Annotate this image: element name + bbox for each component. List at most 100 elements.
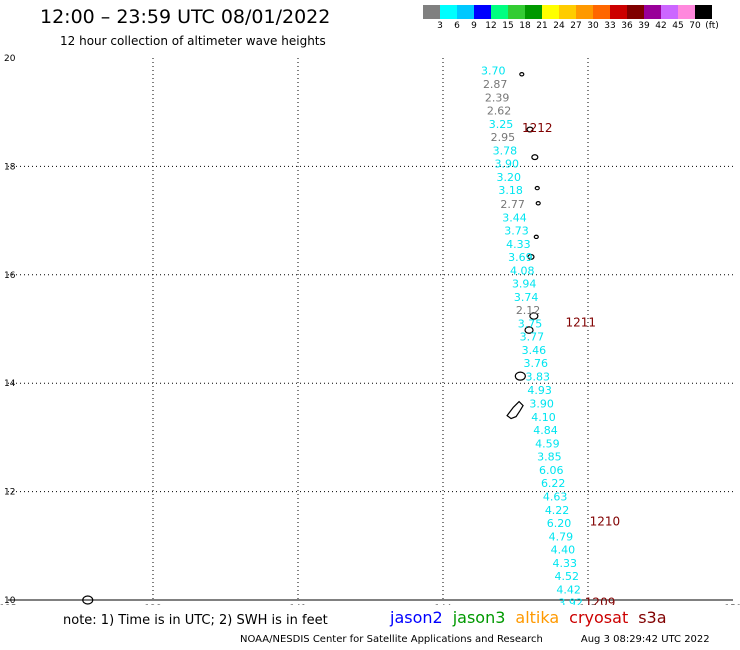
island-outline xyxy=(533,234,539,240)
color-scale-label: 15 xyxy=(502,21,514,31)
island-outline xyxy=(529,312,539,320)
x-tick-label: 144 xyxy=(434,604,451,605)
color-scale-swatch xyxy=(661,5,678,19)
wave-height-value: 3.20 xyxy=(496,171,521,184)
color-scale-swatch xyxy=(610,5,627,19)
wave-height-value: 4.52 xyxy=(554,570,579,583)
color-scale-swatch xyxy=(644,5,661,19)
wave-height-value: 4.10 xyxy=(531,411,556,424)
color-scale-swatch xyxy=(423,5,440,19)
color-scale-label: 3 xyxy=(437,21,443,31)
wave-height-value: 4.42 xyxy=(556,584,581,597)
footer-credit: NOAA/NESDIS Center for Satellite Applica… xyxy=(240,634,543,645)
wave-height-value: 4.33 xyxy=(506,238,531,251)
color-scale-label: 6 xyxy=(454,21,460,31)
color-scale-swatch xyxy=(508,5,525,19)
color-scale-label: 9 xyxy=(471,21,477,31)
wave-height-value: 2.95 xyxy=(491,131,516,144)
color-scale-swatch xyxy=(457,5,474,19)
island-outline xyxy=(527,253,535,260)
y-tick-label: 12 xyxy=(4,488,15,498)
color-scale-label: 30 xyxy=(587,21,599,31)
satellite-legend-item: altika xyxy=(515,608,560,627)
satellite-legend-item: jason2 xyxy=(390,608,443,627)
island-outline xyxy=(519,72,525,77)
footer-timestamp: Aug 3 08:29:42 UTC 2022 xyxy=(580,634,710,645)
y-tick-label: 20 xyxy=(4,54,16,64)
color-scale-label: 42 xyxy=(655,21,667,31)
wave-height-value: 3.46 xyxy=(522,344,547,357)
x-tick-label: 135 xyxy=(0,604,17,605)
wave-height-value: 2.39 xyxy=(485,92,510,105)
island-outline xyxy=(534,185,540,191)
wave-height-value: 4.59 xyxy=(535,437,560,450)
satellite-legend-item: jason3 xyxy=(452,608,506,627)
island-outline xyxy=(514,371,526,381)
satellite-legend: jason2 jason3 altika cryosat s3a xyxy=(390,608,677,627)
wave-height-value: 3.85 xyxy=(537,450,562,463)
time-label: 1210 xyxy=(590,514,621,528)
satellite-legend-item: s3a xyxy=(638,608,667,627)
color-scale-swatch xyxy=(440,5,457,19)
units-note: note: 1) Time is in UTC; 2) SWH is in fe… xyxy=(63,613,328,628)
color-scale-swatch xyxy=(559,5,576,19)
wave-height-value: 2.12 xyxy=(516,304,541,317)
wave-height-map: 135138141144147150101214161820 3.702.872… xyxy=(0,54,740,605)
wave-height-value: 4.63 xyxy=(543,490,568,503)
x-tick-label: 150 xyxy=(724,604,740,605)
x-tick-label: 138 xyxy=(144,604,161,605)
wave-height-value: 3.18 xyxy=(498,184,523,197)
color-scale-label: 18 xyxy=(519,21,531,31)
color-scale-label: 45 xyxy=(672,21,684,31)
color-scale-label: 24 xyxy=(553,21,565,31)
wave-height-value: 2.87 xyxy=(483,78,508,91)
wave-height-value: 3.75 xyxy=(518,318,543,331)
wave-height-value: 3.25 xyxy=(489,118,514,131)
wave-height-value: 4.40 xyxy=(551,544,576,557)
island-outline xyxy=(524,326,534,334)
color-scale-swatch xyxy=(627,5,644,19)
y-tick-label: 14 xyxy=(4,379,16,389)
color-scale-swatch xyxy=(695,5,712,19)
wave-height-value: 3.44 xyxy=(502,211,527,224)
y-tick-label: 16 xyxy=(4,271,16,281)
color-scale-label: (ft) xyxy=(705,21,719,31)
y-tick-label: 18 xyxy=(4,162,16,172)
wave-height-value: 4.79 xyxy=(549,531,574,544)
guam-outline xyxy=(506,400,524,420)
x-tick-label: 141 xyxy=(289,604,306,605)
color-scale-swatch xyxy=(593,5,610,19)
color-scale-swatch xyxy=(542,5,559,19)
wave-height-value: 2.62 xyxy=(487,105,512,118)
color-scale-swatch xyxy=(576,5,593,19)
time-label: 1209 xyxy=(585,596,616,605)
wave-height-value: 6.20 xyxy=(547,517,572,530)
wave-height-value: 3.74 xyxy=(514,291,539,304)
island-outline xyxy=(82,595,94,605)
time-label: 1212 xyxy=(522,121,553,135)
footer: NOAA/NESDIS Center for Satellite Applica… xyxy=(240,634,710,645)
color-scale-label: 27 xyxy=(570,21,582,31)
chart-title: 12:00 – 23:59 UTC 08/01/2022 xyxy=(40,6,331,28)
x-tick-label: 147 xyxy=(579,604,596,605)
color-scale-label: 12 xyxy=(485,21,497,31)
wave-height-value: 2.77 xyxy=(500,198,525,211)
wave-height-value: 3.78 xyxy=(493,145,518,158)
chart-subtitle: 12 hour collection of altimeter wave hei… xyxy=(60,34,326,48)
color-scale-label: 36 xyxy=(621,21,633,31)
color-scale-label: 39 xyxy=(638,21,650,31)
y-tick-label: 10 xyxy=(4,596,16,605)
color-scale-label: 21 xyxy=(536,21,548,31)
color-scale-labels: 3 6 9 12 15 18 21 24 27 30 33 36 39 42 45 70 (ft) xyxy=(423,21,740,33)
time-label: 1211 xyxy=(565,315,596,329)
wave-height-value: 6.06 xyxy=(539,464,564,477)
color-scale-swatch xyxy=(525,5,542,19)
wave-height-value: 3.70 xyxy=(481,64,506,77)
wave-height-value: 3.90 xyxy=(495,158,520,171)
wave-height-value: 3.77 xyxy=(520,331,545,344)
wave-height-value: 3.94 xyxy=(512,277,537,290)
island-outline xyxy=(535,201,541,206)
wave-height-value: 4.08 xyxy=(510,264,535,277)
color-scale-label: 33 xyxy=(604,21,616,31)
color-scale-swatch xyxy=(491,5,508,19)
